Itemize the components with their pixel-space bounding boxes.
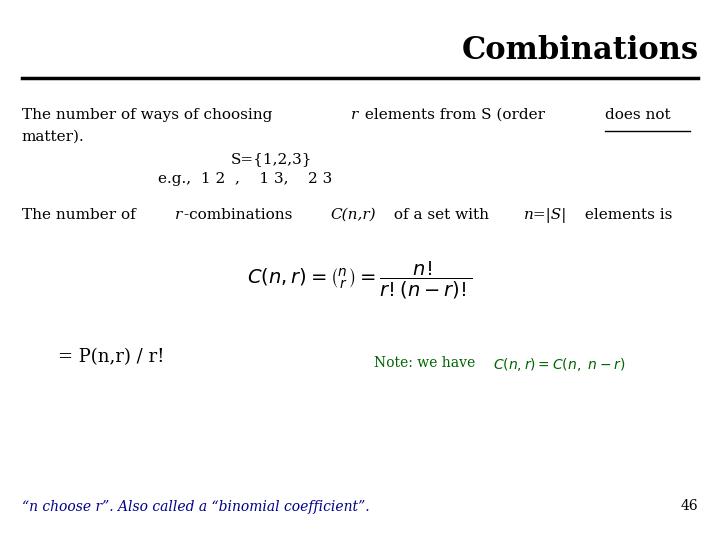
Text: matter).: matter). bbox=[22, 130, 84, 144]
Text: $C(n,r) = C(n,\ n-r)$: $C(n,r) = C(n,\ n-r)$ bbox=[493, 356, 626, 373]
Text: elements from S (order: elements from S (order bbox=[360, 108, 550, 122]
Text: Combinations: Combinations bbox=[462, 35, 698, 66]
Text: S={1,2,3}: S={1,2,3} bbox=[230, 152, 312, 166]
Text: The number of ways of choosing: The number of ways of choosing bbox=[22, 108, 277, 122]
Text: r: r bbox=[175, 208, 182, 222]
Text: does not: does not bbox=[606, 108, 671, 122]
Text: e.g.,  1 2  ,    1 3,    2 3: e.g., 1 2 , 1 3, 2 3 bbox=[158, 172, 333, 186]
Text: r: r bbox=[351, 108, 359, 122]
Text: Note: we have: Note: we have bbox=[374, 356, 485, 370]
Text: “n choose r”. Also called a “binomial coefficient”.: “n choose r”. Also called a “binomial co… bbox=[22, 500, 369, 514]
Text: C(n,r): C(n,r) bbox=[330, 208, 376, 222]
Text: 46: 46 bbox=[681, 500, 698, 514]
Text: The number of: The number of bbox=[22, 208, 140, 222]
Text: = P(n,r) / r!: = P(n,r) / r! bbox=[58, 348, 164, 366]
Text: -combinations: -combinations bbox=[184, 208, 297, 222]
Text: elements is: elements is bbox=[580, 208, 672, 222]
Text: $C(n,r) = \binom{n}{r} = \dfrac{n!}{r!(n-r)!}$: $C(n,r) = \binom{n}{r} = \dfrac{n!}{r!(n… bbox=[247, 260, 473, 301]
Text: of a set with: of a set with bbox=[389, 208, 494, 222]
Text: n=|S|: n=|S| bbox=[524, 208, 567, 223]
